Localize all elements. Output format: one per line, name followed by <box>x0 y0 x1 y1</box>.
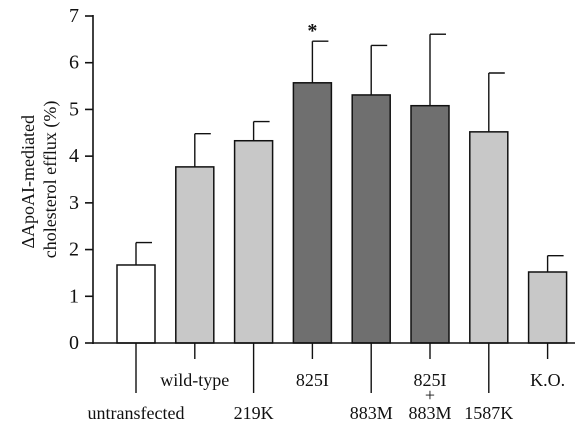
category-label-1587K: 1587K <box>464 403 513 423</box>
y-axis-title-line-2: cholesterol efflux (%) <box>40 101 61 259</box>
bars <box>116 33 568 344</box>
category-label-combo-plus: + <box>425 385 435 405</box>
category-label-wild-type: wild-type <box>160 370 229 390</box>
category-label-combo-top: 825I <box>414 370 447 390</box>
y-tick-label-0: 0 <box>69 332 79 354</box>
y-axis-title-line-1: ΔApoAI-mediated <box>18 115 38 249</box>
y-tick-label-1: 1 <box>69 285 79 307</box>
y-axis-title: ΔApoAI-mediated cholesterol efflux (%) <box>18 101 61 259</box>
category-label-untransfected: untransfected <box>88 403 185 423</box>
bar-1 <box>175 166 215 344</box>
bar-2 <box>233 139 274 344</box>
y-tick-label-6: 6 <box>69 52 79 74</box>
y-axis: 0 1 2 3 4 5 6 7 <box>69 5 94 354</box>
bar-6 <box>469 131 509 344</box>
y-tick-label-2: 2 <box>69 239 79 261</box>
bar-3 <box>292 82 333 344</box>
category-label-combo-bottom: 883M <box>408 403 451 423</box>
y-tick-label-5: 5 <box>69 98 79 120</box>
x-axis <box>93 342 575 393</box>
category-label-ko: K.O. <box>530 370 565 390</box>
category-label-883M: 883M <box>350 403 393 423</box>
category-label-825I: 825I <box>296 370 329 390</box>
category-label-219K: 219K <box>234 403 274 423</box>
y-tick-label-4: 4 <box>69 145 79 167</box>
y-tick-label-3: 3 <box>69 192 79 214</box>
y-tick-label-7: 7 <box>69 5 79 27</box>
bar-0 <box>116 264 156 344</box>
bar-7 <box>527 271 568 344</box>
bar-5 <box>410 104 450 344</box>
significance-asterisk: * <box>307 20 317 42</box>
bar-4 <box>351 94 391 344</box>
